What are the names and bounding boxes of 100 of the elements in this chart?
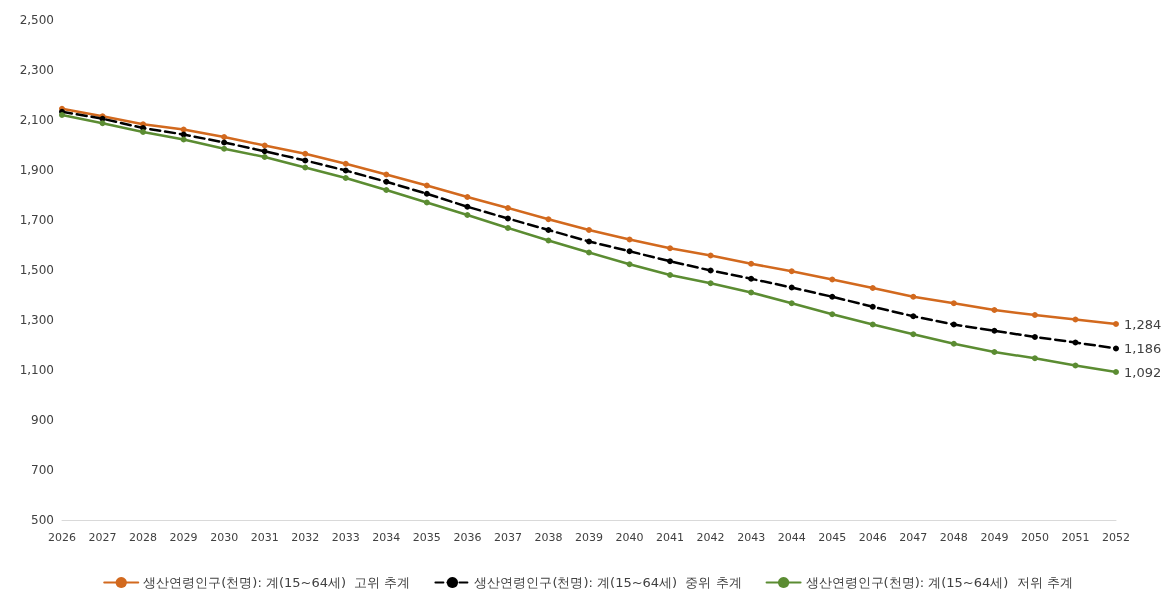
point: [545, 227, 552, 233]
point: [1031, 312, 1038, 318]
x-tick-label: 2042: [696, 531, 725, 544]
point: [545, 216, 552, 223]
y-tick-label: 1,700: [19, 213, 54, 227]
y-tick-label: 900: [31, 413, 54, 427]
point: [829, 276, 836, 283]
point: [991, 307, 998, 313]
point: [1031, 334, 1038, 340]
x-tick-label: 2050: [1020, 531, 1049, 544]
point: [667, 245, 674, 252]
point: [667, 258, 674, 265]
point: [221, 139, 228, 146]
data-label: 1,092: [1124, 364, 1162, 380]
point: [910, 331, 917, 338]
point: [829, 293, 836, 300]
point: [869, 303, 876, 310]
point: [950, 300, 957, 307]
point: [788, 268, 795, 275]
y-tick-label: 2,500: [19, 13, 54, 27]
y-tick-label: 1,100: [19, 363, 54, 377]
point: [1031, 355, 1038, 362]
point: [1113, 321, 1119, 327]
point: [707, 267, 714, 274]
point: [302, 150, 309, 157]
x-tick-label: 2031: [250, 531, 279, 544]
point: [1113, 345, 1119, 352]
y-tick-label: 1,500: [19, 263, 54, 277]
y-tick-label: 500: [31, 513, 54, 527]
point: [1072, 362, 1079, 369]
point: [464, 212, 471, 218]
point: [626, 261, 633, 268]
point: [464, 194, 471, 200]
x-tick-label: 2040: [615, 531, 644, 544]
x-tick-label: 2049: [980, 531, 1009, 544]
point: [869, 321, 876, 328]
point: [748, 289, 755, 296]
point: [950, 340, 957, 347]
x-tick-label: 2046: [858, 531, 887, 544]
x-tick-label: 2035: [412, 531, 441, 544]
x-tick-label: 2043: [737, 531, 766, 544]
x-tick-label: 2037: [493, 531, 522, 544]
point: [1072, 316, 1079, 323]
x-tick-label: 2034: [372, 531, 401, 544]
point: [1113, 369, 1119, 375]
x-tick-label: 2048: [939, 531, 968, 544]
x-tick-label: 2044: [777, 531, 806, 544]
x-tick-label: 2033: [331, 531, 360, 544]
data-label: 1,186: [1124, 341, 1162, 356]
point: [504, 215, 511, 222]
point: [383, 187, 390, 193]
point: [423, 199, 430, 206]
point: [464, 203, 471, 210]
point: [748, 275, 755, 282]
x-tick-label: 2032: [291, 531, 320, 544]
point: [261, 148, 268, 155]
point: [221, 145, 228, 152]
legend-label: 생산연령인구(천명): 계(15~64세) 저위 추계: [805, 575, 1073, 590]
point: [626, 236, 633, 243]
point: [1072, 339, 1079, 346]
x-tick-label: 2026: [48, 531, 76, 544]
x-tick-label: 2036: [453, 531, 482, 544]
point: [59, 112, 65, 118]
point: [667, 272, 674, 278]
x-tick-label: 2029: [169, 531, 198, 544]
point: [423, 190, 430, 197]
x-tick-label: 2038: [534, 531, 563, 544]
point: [910, 293, 917, 300]
point: [383, 178, 390, 185]
x-tick-label: 2030: [210, 531, 239, 544]
point: [991, 327, 998, 334]
data-label: 1,284: [1124, 316, 1162, 332]
y-tick-label: 2,300: [19, 63, 54, 77]
point: [423, 182, 430, 189]
point: [829, 311, 836, 318]
legend-label: 생산연령인구(천명): 계(15~64세) 중위 추계: [474, 575, 742, 590]
point: [302, 164, 309, 171]
point: [99, 120, 106, 127]
point: [748, 260, 755, 267]
point: [342, 160, 349, 167]
point: [342, 167, 349, 174]
point: [342, 175, 349, 181]
point: [261, 154, 268, 160]
point: [504, 205, 511, 211]
point: [788, 300, 795, 307]
point: [626, 248, 633, 255]
point: [910, 313, 917, 320]
x-tick-label: 2047: [899, 531, 928, 544]
x-tick-label: 2051: [1061, 531, 1090, 544]
x-tick-label: 2052: [1102, 531, 1130, 544]
point: [545, 237, 552, 244]
point: [302, 157, 309, 164]
x-tick-label: 2028: [129, 531, 158, 544]
point: [140, 129, 147, 135]
point: [707, 252, 714, 259]
y-tick-label: 2,100: [19, 113, 54, 127]
point: [991, 349, 998, 355]
y-tick-label: 1,900: [19, 163, 54, 177]
point: [950, 321, 957, 328]
legend-label: 생산연령인구(천명): 계(15~64세) 고위 추계: [143, 575, 411, 590]
